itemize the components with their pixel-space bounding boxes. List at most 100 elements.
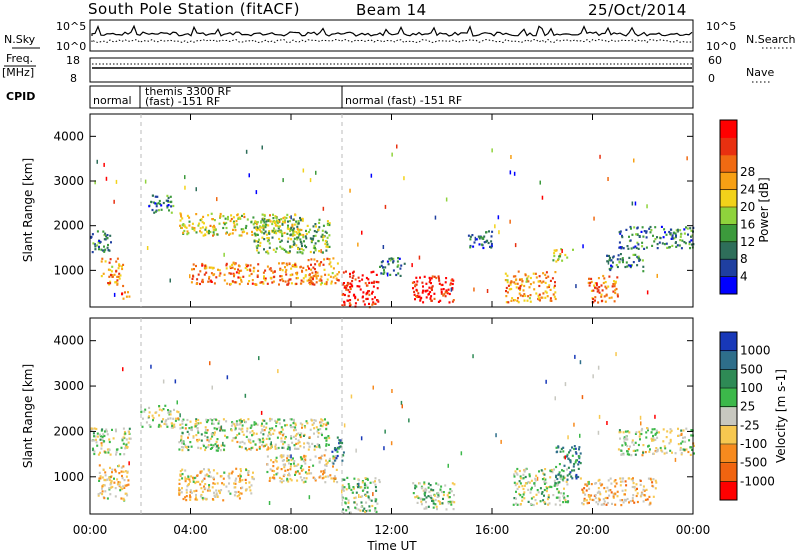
heatmap-cell (375, 273, 378, 276)
heatmap-cell (238, 497, 241, 500)
heatmap-cell (268, 219, 271, 222)
heatmap-cell (626, 430, 629, 433)
heatmap-cell (101, 438, 104, 441)
heatmap-cell (637, 257, 640, 260)
heatmap-cell (238, 432, 241, 435)
heatmap-cell (607, 260, 610, 265)
heatmap-cell (529, 300, 532, 303)
heatmap-cell (108, 488, 111, 491)
heatmap-cell (320, 235, 323, 238)
heatmap-cell (182, 231, 185, 234)
heatmap-cell (224, 217, 227, 220)
heatmap-cell (630, 247, 633, 250)
heatmap-cell (360, 436, 363, 441)
colorbar-swatch (720, 120, 737, 138)
heatmap-cell (305, 420, 308, 423)
heatmap-cell (97, 493, 100, 496)
heatmap-cell (320, 458, 323, 461)
heatmap-cell (665, 233, 668, 236)
heatmap-cell (397, 272, 400, 275)
heatmap-cell (614, 280, 617, 283)
heatmap-cell (240, 428, 242, 431)
heatmap-cell (318, 445, 321, 448)
heatmap-cell (504, 279, 507, 282)
heatmap-cell (280, 239, 283, 242)
heatmap-cell (333, 459, 336, 462)
heatmap-cell (392, 269, 395, 272)
heatmap-cell (272, 217, 275, 220)
heatmap-cell (169, 410, 172, 413)
heatmap-cell (306, 224, 309, 227)
heatmap-cell (208, 485, 211, 488)
heatmap-cell (548, 486, 550, 489)
heatmap-cell (557, 473, 560, 476)
heatmap-cell (644, 498, 647, 501)
heatmap-cell (449, 500, 452, 503)
heatmap-cell (261, 213, 264, 216)
heatmap-cell (282, 463, 285, 466)
heatmap-cell (266, 448, 269, 451)
heatmap-cell (195, 187, 197, 192)
heatmap-cell (293, 237, 296, 240)
velocity-heatmap (90, 352, 695, 515)
heatmap-cell (297, 229, 300, 232)
heatmap-cell (240, 492, 243, 495)
heatmap-cell (668, 230, 671, 234)
heatmap-cell (187, 436, 189, 439)
heatmap-cell (125, 475, 128, 478)
heatmap-cell (632, 261, 635, 264)
heatmap-cell (269, 429, 272, 432)
heatmap-cell (368, 302, 370, 305)
heatmap-cell (490, 235, 493, 238)
colorbar-tick-label: 100 (740, 381, 763, 395)
heatmap-cell (316, 430, 319, 433)
heatmap-cell (391, 389, 393, 393)
heatmap-cell (231, 263, 234, 266)
colorbar-tick-label: 24 (740, 183, 755, 197)
heatmap-cell (179, 427, 182, 430)
heatmap-cell (624, 430, 627, 433)
heatmap-cell (205, 431, 208, 434)
heatmap-cell (368, 509, 371, 512)
heatmap-cell (264, 226, 267, 229)
heatmap-cell (105, 176, 108, 181)
heatmap-cell (636, 226, 639, 229)
heatmap-cell (189, 489, 192, 492)
heatmap-cell (336, 450, 339, 453)
heatmap-cell (289, 424, 292, 427)
heatmap-cell (378, 480, 381, 484)
heatmap-cell (212, 422, 215, 425)
heatmap-cell (245, 481, 247, 485)
heatmap-cell (534, 272, 537, 275)
heatmap-cell (258, 238, 260, 241)
heatmap-cell (567, 466, 570, 469)
heatmap-cell (490, 242, 493, 246)
heatmap-cell (397, 264, 400, 267)
heatmap-cell (333, 480, 336, 483)
heatmap-cell (625, 435, 628, 438)
heatmap-cell (269, 476, 272, 479)
heatmap-cell (516, 487, 519, 490)
heatmap-cell (288, 472, 290, 475)
heatmap-cell (172, 417, 175, 420)
heatmap-cell (606, 496, 609, 500)
heatmap-cell (103, 484, 106, 487)
heatmap-cell (442, 497, 444, 500)
heatmap-cell (561, 478, 564, 481)
heatmap-cell (506, 279, 509, 282)
heatmap-cell (92, 242, 95, 245)
heatmap-cell (622, 258, 624, 262)
heatmap-cell (567, 457, 570, 460)
heatmap-cell (237, 490, 240, 494)
heatmap-cell (204, 228, 207, 231)
heatmap-cell (427, 486, 430, 489)
heatmap-cell (291, 224, 294, 227)
heatmap-cell (510, 299, 513, 302)
heatmap-cell (434, 215, 437, 220)
heatmap-cell (656, 243, 659, 246)
heatmap-cell (559, 450, 562, 453)
heatmap-cell (386, 272, 389, 277)
heatmap-cell (480, 243, 483, 246)
heatmap-cell (614, 485, 617, 488)
heatmap-cell (517, 301, 520, 304)
